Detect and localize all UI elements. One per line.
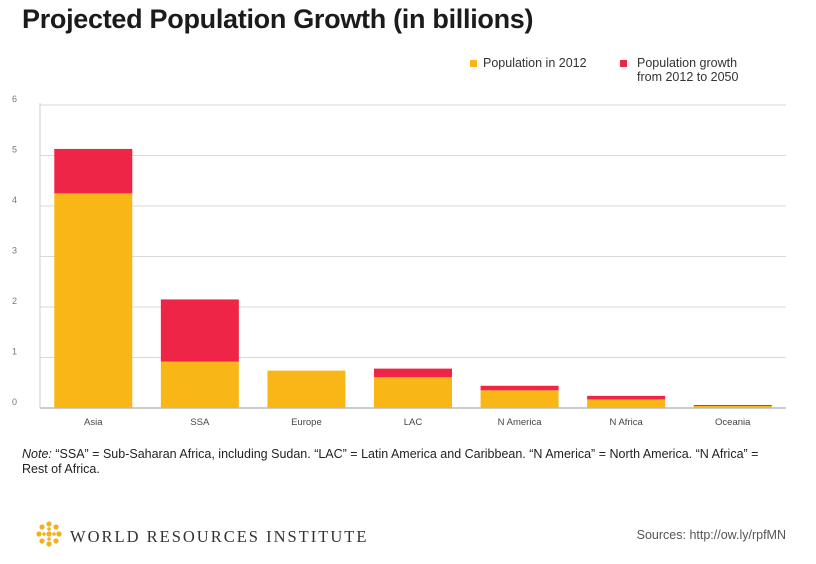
y-axis-ticks: 0 1 2 3 4 5 6 <box>12 94 17 407</box>
x-tick-label: SSA <box>190 417 210 428</box>
bar-n-america-series-0 <box>480 390 559 408</box>
x-tick-label: Asia <box>84 417 103 428</box>
chart-note: Note: “SSA” = Sub-Saharan Africa, includ… <box>22 447 782 477</box>
bar-lac-series-1 <box>374 368 452 378</box>
bar-n-africa-series-1 <box>587 395 666 400</box>
y-tick-label: 0 <box>12 397 17 407</box>
legend-swatch-icon <box>470 60 477 67</box>
y-tick-label: 2 <box>12 296 17 306</box>
grid-lines <box>39 103 786 409</box>
note-label: Note: <box>22 447 52 461</box>
legend-label: Population growth from 2012 to 2050 <box>637 56 739 84</box>
y-tick-label: 4 <box>12 195 17 205</box>
bar-ssa-series-0 <box>160 361 239 408</box>
x-tick-label: N America <box>498 417 543 428</box>
wri-logo-icon <box>36 521 62 547</box>
bar-chart: 0 1 2 3 4 5 6 Asia SSA Europe LAC N America N Afric… <box>12 94 786 428</box>
bar-n-africa-series-0 <box>587 399 666 408</box>
bars <box>54 148 772 408</box>
chart-title: Projected Population Growth (in billions… <box>22 4 534 34</box>
bar-n-america-series-1 <box>480 385 559 391</box>
bar-asia-series-0 <box>54 193 133 408</box>
x-tick-label: LAC <box>404 417 423 428</box>
y-tick-label: 3 <box>12 246 17 256</box>
organization-name: WORLD RESOURCES INSTITUTE <box>70 527 369 546</box>
legend-label: Population in 2012 <box>483 56 587 70</box>
legend-swatch-icon <box>620 60 627 67</box>
note-text: “SSA” = Sub-Saharan Africa, including Su… <box>22 447 759 476</box>
bar-asia-series-1 <box>54 148 133 194</box>
bar-europe-series-0 <box>267 370 346 408</box>
x-tick-label: Oceania <box>715 417 751 428</box>
x-tick-label: N Africa <box>610 417 644 428</box>
y-tick-label: 5 <box>12 145 17 155</box>
y-tick-label: 1 <box>12 347 17 357</box>
x-tick-label: Europe <box>291 417 322 428</box>
bar-oceania-series-1 <box>693 404 772 406</box>
legend-item-population-2012: Population in 2012 <box>470 56 610 72</box>
x-axis-labels: Asia SSA Europe LAC N America N Africa Oceania <box>84 417 751 428</box>
bar-lac-series-0 <box>374 377 452 408</box>
legend-item-population-growth: Population growth from 2012 to 2050 <box>620 56 770 88</box>
source-link[interactable]: Sources: http://ow.ly/rpfMN <box>636 528 786 542</box>
y-tick-label: 6 <box>12 94 17 104</box>
bar-oceania-series-0 <box>693 405 772 408</box>
bar-ssa-series-1 <box>160 299 239 362</box>
